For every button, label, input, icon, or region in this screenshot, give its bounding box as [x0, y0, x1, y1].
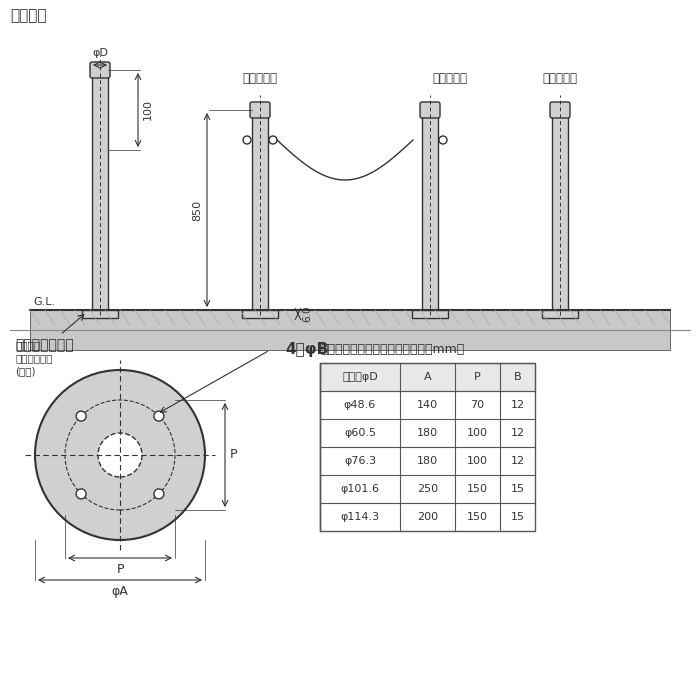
Text: 200: 200	[417, 512, 438, 522]
Text: 150: 150	[467, 512, 488, 522]
Text: G.L.: G.L.	[33, 297, 55, 307]
Text: 140: 140	[417, 400, 438, 410]
Text: 製品図面: 製品図面	[10, 8, 46, 23]
Text: 6.0: 6.0	[302, 306, 312, 322]
Text: 100: 100	[143, 99, 153, 120]
Text: φ101.6: φ101.6	[340, 484, 379, 494]
FancyBboxPatch shape	[90, 62, 110, 78]
Bar	[252, 110, 268, 310]
Text: 片フック付: 片フック付	[433, 72, 468, 85]
Text: P: P	[474, 372, 481, 382]
Text: A: A	[424, 372, 431, 382]
Text: 180: 180	[417, 428, 438, 438]
Bar	[320, 363, 535, 391]
Text: B: B	[514, 372, 522, 382]
Text: 15: 15	[510, 512, 524, 522]
Text: 4－φB: 4－φB	[285, 342, 328, 357]
Text: φA: φA	[111, 585, 128, 598]
Circle shape	[76, 489, 86, 499]
Text: 支柱径φD: 支柱径φD	[342, 372, 378, 382]
Text: あと施工
アンカー固定
(別途): あと施工 アンカー固定 (別途)	[15, 340, 52, 377]
Text: φ76.3: φ76.3	[344, 456, 376, 466]
Bar	[320, 363, 535, 531]
Bar	[412, 310, 448, 318]
Text: 850: 850	[192, 199, 202, 220]
Text: P: P	[116, 563, 124, 576]
Text: ベースプレート: ベースプレート	[15, 338, 74, 352]
Text: φ114.3: φ114.3	[340, 512, 379, 522]
FancyBboxPatch shape	[420, 102, 440, 118]
Text: 15: 15	[510, 484, 524, 494]
Bar	[242, 310, 278, 318]
Text: P: P	[230, 449, 237, 461]
Bar	[542, 310, 578, 318]
Bar	[82, 310, 118, 318]
Text: φ48.6: φ48.6	[344, 400, 376, 410]
Text: 150: 150	[467, 484, 488, 494]
Text: φD: φD	[92, 48, 108, 58]
Text: 100: 100	[467, 428, 488, 438]
Bar	[552, 110, 568, 310]
Bar	[30, 310, 670, 350]
Circle shape	[76, 411, 86, 421]
Text: ベースプレート寸法表　＜単位：mm＞: ベースプレート寸法表 ＜単位：mm＞	[320, 343, 464, 356]
Text: 180: 180	[417, 456, 438, 466]
FancyBboxPatch shape	[550, 102, 570, 118]
Circle shape	[154, 411, 164, 421]
Circle shape	[98, 433, 142, 477]
Text: 12: 12	[510, 456, 524, 466]
Text: 250: 250	[417, 484, 438, 494]
FancyBboxPatch shape	[250, 102, 270, 118]
Bar	[422, 110, 438, 310]
Text: 100: 100	[467, 456, 488, 466]
Bar	[92, 70, 108, 310]
Text: 70: 70	[470, 400, 484, 410]
Circle shape	[154, 489, 164, 499]
Text: フックなし: フックなし	[542, 72, 578, 85]
Text: 12: 12	[510, 428, 524, 438]
Circle shape	[35, 370, 205, 540]
Text: 両フック付: 両フック付	[242, 72, 277, 85]
Text: 12: 12	[510, 400, 524, 410]
Text: φ60.5: φ60.5	[344, 428, 376, 438]
